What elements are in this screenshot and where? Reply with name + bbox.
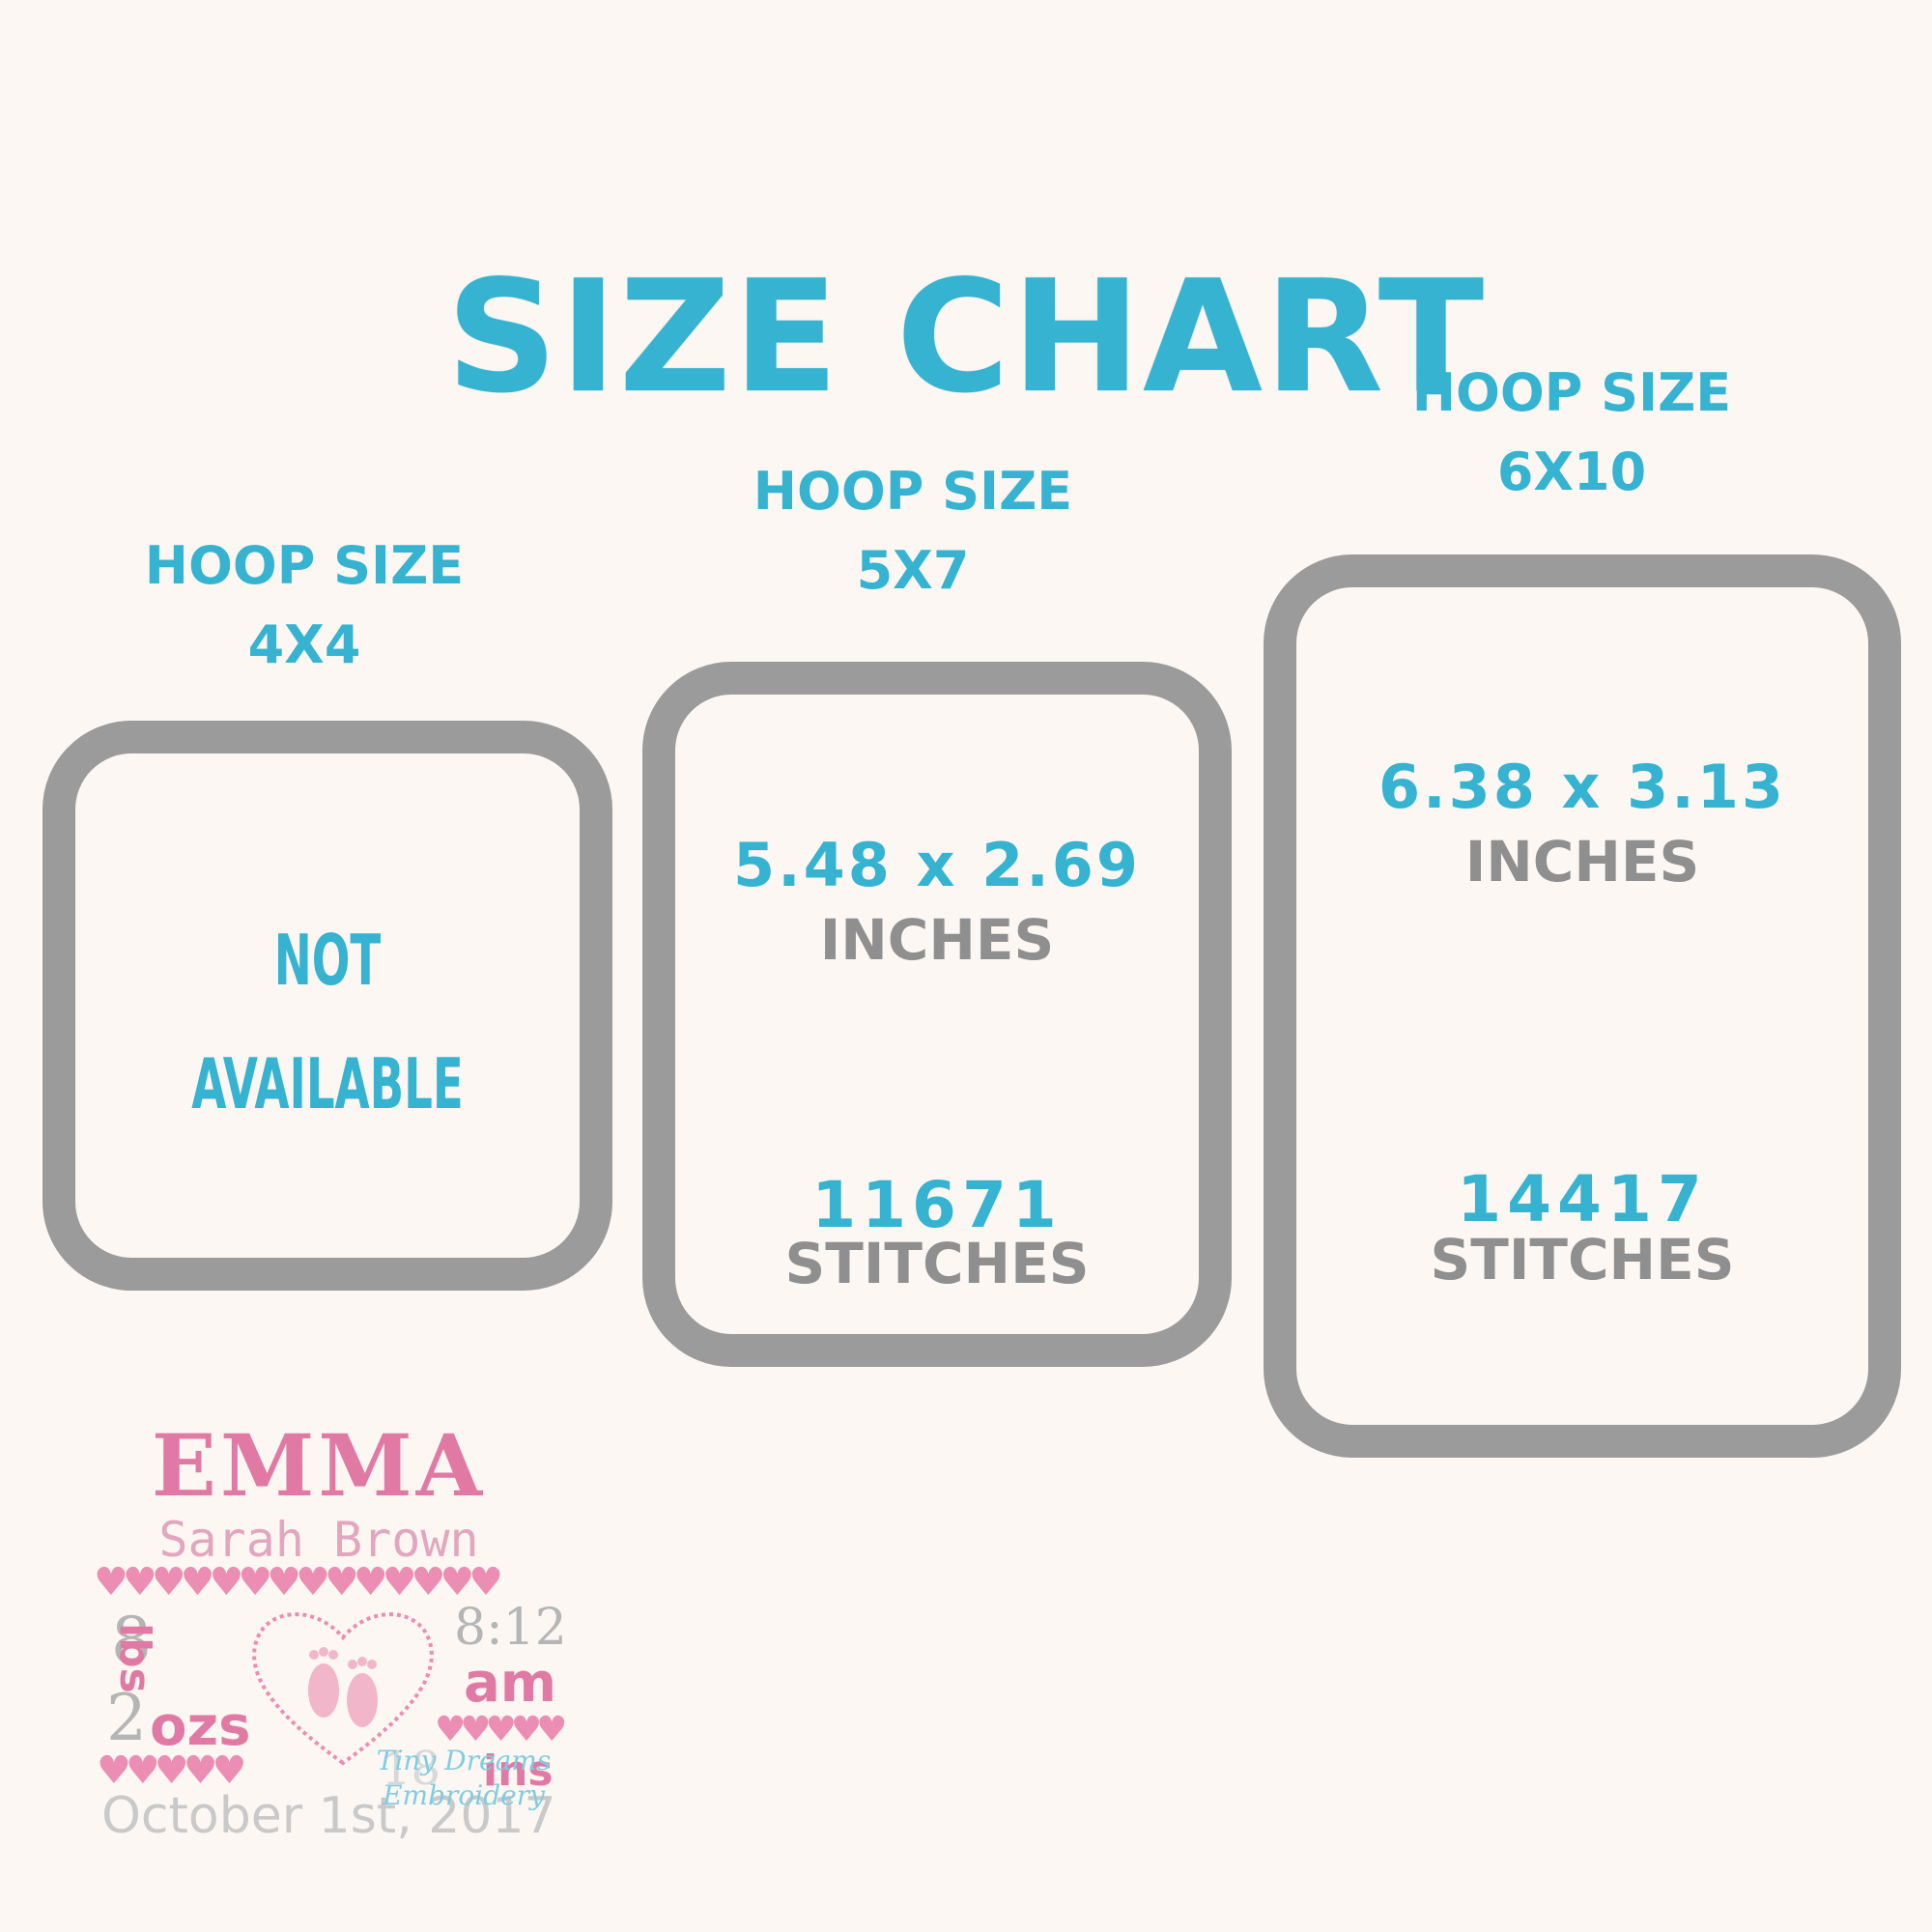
not-available-text: NOT AVAILABLE bbox=[146, 898, 509, 1146]
not-available-line2: AVAILABLE bbox=[191, 1043, 464, 1124]
page-title: SIZE CHART bbox=[445, 246, 1487, 427]
dimensions-text: 6.38 x 3.13 bbox=[1378, 752, 1787, 822]
stitch-unit: STITCHES bbox=[1430, 1227, 1735, 1293]
hoop-size-text: 4X4 bbox=[247, 614, 361, 675]
stitch-count: 11671 bbox=[811, 1168, 1063, 1242]
hoop-5x7-frame: 5.48 x 2.69 INCHES 11671 STITCHES bbox=[642, 662, 1232, 1367]
weight-lbs: 8 bbox=[111, 1604, 152, 1678]
dimensions-text: 5.48 x 2.69 bbox=[732, 830, 1142, 900]
dimensions-unit: INCHES bbox=[819, 907, 1055, 973]
not-available-line1: NOT bbox=[273, 920, 382, 1001]
birth-length: 18 bbox=[382, 1742, 441, 1796]
sample-middle-last: Sarah Brown bbox=[158, 1512, 479, 1568]
hoop-4x4-frame: NOT AVAILABLE bbox=[43, 721, 612, 1291]
sample-design: EMMA Sarah Brown ♥♥♥♥♥♥♥♥♥♥♥♥♥♥ 8 lbs 2 … bbox=[92, 1415, 594, 1860]
hoop-size-text: 6X10 bbox=[1496, 441, 1647, 502]
dimensions-unit: INCHES bbox=[1464, 829, 1700, 895]
heart-icon-row-left: ♥♥♥♥♥ bbox=[97, 1748, 246, 1793]
birth-time: 8:12 bbox=[454, 1599, 567, 1657]
baby-footprints-icon bbox=[252, 1612, 434, 1766]
heart-icon-row: ♥♥♥♥♥♥♥♥♥♥♥♥♥♥ bbox=[94, 1560, 503, 1605]
watermark-signature: Tiny Dreams Embroidery bbox=[376, 1745, 552, 1811]
hoop-label-6x10: HOOP SIZE 6X10 bbox=[1330, 354, 1813, 512]
hoop-label-text: HOOP SIZE bbox=[144, 535, 465, 596]
birth-date: October 1st, 2017 bbox=[101, 1787, 556, 1845]
length-unit: ins bbox=[483, 1747, 554, 1796]
hoop-label-text: HOOP SIZE bbox=[753, 461, 1073, 522]
hoop-label-5x7: HOOP SIZE 5X7 bbox=[671, 452, 1154, 611]
stitch-count: 14417 bbox=[1457, 1162, 1708, 1236]
sample-name: EMMA bbox=[151, 1415, 487, 1516]
heart-icon-row-small: ♥♥♥♥♥ bbox=[435, 1710, 567, 1749]
ozs-label: ozs bbox=[150, 1695, 251, 1758]
weight-ozs: 2 bbox=[106, 1681, 147, 1755]
hoop-label-text: HOOP SIZE bbox=[1411, 362, 1732, 423]
hoop-label-4x4: HOOP SIZE 4X4 bbox=[63, 526, 546, 685]
hoop-size-text: 5X7 bbox=[856, 540, 970, 601]
hoop-6x10-frame: 6.38 x 3.13 INCHES 14417 STITCHES bbox=[1264, 554, 1901, 1458]
stitch-unit: STITCHES bbox=[784, 1231, 1090, 1296]
birth-ampm: am bbox=[464, 1652, 557, 1715]
